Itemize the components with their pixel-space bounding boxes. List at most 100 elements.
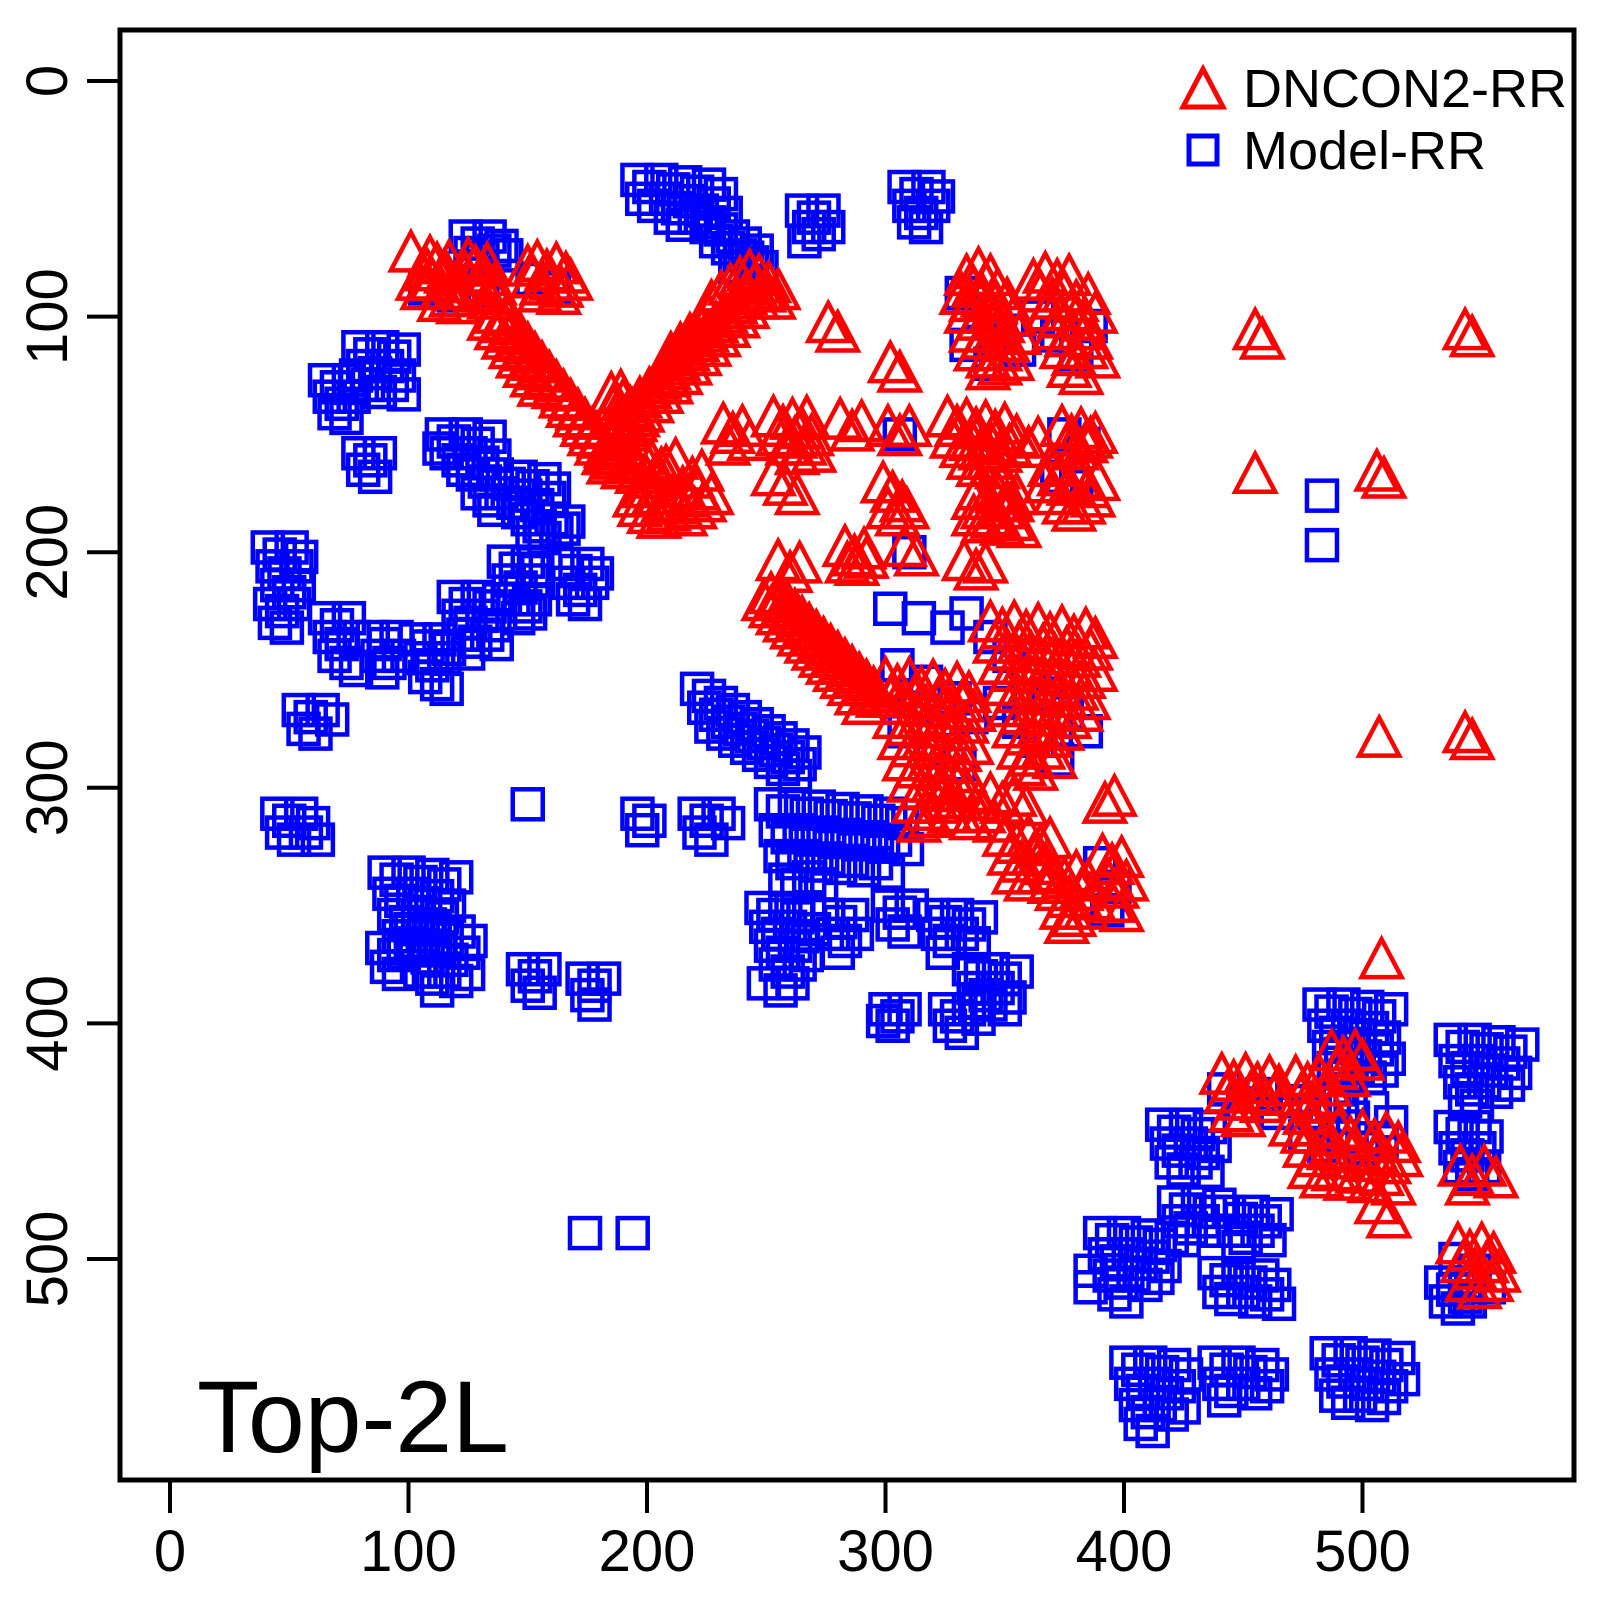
data-point-triangle: [687, 276, 736, 323]
data-point-square: [887, 992, 922, 1027]
plot-annotation-top2l: Top-2L: [197, 1360, 509, 1474]
data-point-square: [510, 787, 545, 822]
data-point-square: [570, 977, 605, 1013]
data-point-square: [539, 513, 574, 549]
data-point-triangle: [740, 267, 788, 313]
data-point-triangle: [1291, 1101, 1339, 1147]
data-point-triangle: [735, 251, 783, 297]
data-point-triangle: [1090, 771, 1139, 817]
data-point-triangle: [1023, 286, 1072, 332]
data-point-triangle: [1338, 1106, 1387, 1152]
data-point-square: [920, 916, 956, 952]
y-axis-tick-label: 400: [15, 975, 80, 1072]
data-point-triangle: [1028, 847, 1077, 893]
x-axis-tick-label: 300: [837, 1519, 934, 1584]
data-point-square: [908, 209, 944, 245]
data-point-triangle: [966, 597, 1015, 643]
axes: 0 100 200 300 400 500 0 100 200 300 400 500: [15, 65, 1411, 1584]
data-point-triangle: [985, 682, 1034, 728]
data-point-triangle: [1097, 887, 1146, 933]
data-point-triangle: [647, 328, 695, 374]
data-point-square: [615, 1215, 650, 1251]
data-point-square: [1304, 527, 1340, 563]
data-point-triangle: [1267, 1101, 1315, 1147]
data-point-triangle: [1441, 708, 1489, 754]
data-point-triangle: [833, 540, 881, 586]
data-point-square: [1462, 1131, 1497, 1166]
data-point-triangle: [434, 279, 483, 325]
data-point-square: [422, 431, 457, 466]
data-point-square: [329, 400, 364, 436]
data-point-triangle: [587, 368, 635, 414]
data-point-triangle: [1014, 849, 1062, 895]
data-point-square: [1319, 1378, 1354, 1413]
data-point-triangle: [988, 335, 1036, 381]
data-point-triangle: [670, 484, 719, 530]
legend-label: Model-RR: [1243, 121, 1486, 181]
data-point-triangle: [1057, 686, 1105, 733]
data-point-triangle: [1310, 1146, 1358, 1192]
data-point-triangle: [990, 703, 1039, 749]
data-point-square: [689, 803, 724, 839]
data-point-triangle: [1362, 1108, 1411, 1154]
data-point-square: [932, 1008, 968, 1044]
data-point-square: [875, 907, 910, 942]
data-point-triangle: [687, 470, 736, 516]
data-point-square: [429, 671, 464, 707]
data-point-triangle: [952, 545, 1000, 591]
data-point-triangle: [675, 300, 724, 346]
data-point-triangle: [1031, 470, 1079, 516]
data-point-triangle: [959, 788, 1008, 834]
data-point-triangle: [1074, 333, 1122, 379]
data-point-triangle: [1016, 267, 1065, 313]
data-point-square: [1109, 1284, 1144, 1319]
data-point-square: [770, 954, 805, 989]
data-point-square: [567, 1215, 603, 1251]
y-axis-tick-label: 200: [15, 504, 80, 601]
data-point-square: [477, 492, 512, 528]
data-point-square: [1116, 1258, 1151, 1293]
data-point-triangle: [1088, 877, 1136, 923]
data-point-square: [1366, 1380, 1402, 1416]
data-point-triangle: [1038, 324, 1086, 370]
data-point-triangle: [919, 767, 967, 813]
data-point-square: [1261, 1286, 1297, 1322]
data-point-triangle: [656, 319, 705, 365]
plot-border: [117, 27, 1577, 1483]
data-point-square: [944, 1015, 980, 1051]
data-point-triangle: [892, 531, 941, 577]
data-point-triangle: [981, 661, 1029, 707]
data-point-square: [787, 223, 822, 259]
data-point-triangle: [613, 392, 662, 438]
data-point-triangle: [885, 401, 934, 447]
data-point-square: [357, 459, 393, 495]
data-point-triangle: [1338, 1035, 1387, 1081]
data-point-triangle: [1441, 305, 1489, 351]
data-point-square: [825, 791, 860, 827]
data-point-triangle: [1443, 1257, 1492, 1303]
data-point-square: [1354, 1387, 1390, 1423]
data-point-triangle: [985, 830, 1034, 876]
data-point-triangle: [1314, 1103, 1363, 1150]
data-point-triangle: [1467, 1257, 1516, 1303]
data-point-square: [1214, 1373, 1249, 1409]
data-point-square: [374, 367, 410, 403]
data-point-square: [567, 586, 603, 622]
data-point-square: [811, 841, 846, 876]
data-point-square: [1221, 1229, 1256, 1265]
data-point-triangle: [1231, 448, 1279, 495]
data-point-square: [858, 845, 894, 881]
data-point-triangle: [1074, 456, 1122, 502]
data-point-square: [753, 787, 789, 822]
data-point-triangle: [1012, 745, 1060, 791]
data-point-square: [305, 692, 340, 728]
data-point-triangle: [706, 260, 755, 306]
data-point-triangle: [1360, 453, 1408, 499]
data-point-triangle: [814, 307, 862, 353]
data-point-square: [522, 975, 557, 1011]
data-point-square: [551, 504, 586, 539]
data-point-triangle: [1334, 1148, 1382, 1194]
data-point-triangle: [704, 302, 752, 348]
